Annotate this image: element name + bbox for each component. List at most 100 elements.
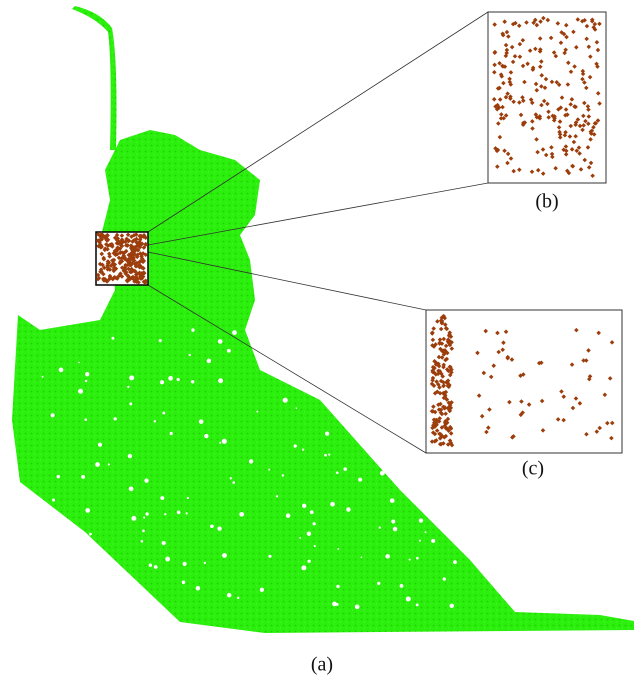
gap (377, 582, 380, 585)
gap (302, 504, 306, 508)
gap (78, 362, 80, 364)
gap (391, 520, 395, 524)
gap (390, 498, 395, 503)
gap (411, 450, 415, 454)
gap (418, 414, 421, 417)
gap (358, 478, 362, 482)
gap (336, 585, 339, 588)
gap (302, 449, 304, 451)
gap (286, 513, 290, 517)
tower (72, 6, 117, 150)
gap (307, 560, 310, 563)
gap (369, 406, 372, 409)
gap (441, 463, 443, 465)
gap (89, 533, 92, 536)
gap (160, 496, 164, 500)
gap (260, 588, 264, 592)
gap (217, 527, 221, 531)
gap (268, 469, 270, 471)
gap (186, 512, 188, 514)
gap (41, 558, 43, 560)
gap (168, 376, 173, 381)
gap (102, 558, 105, 561)
gap (57, 475, 60, 478)
gap (141, 540, 144, 543)
gap (237, 597, 239, 599)
label-a: (a) (311, 654, 333, 676)
gap (159, 339, 162, 342)
gap (406, 596, 411, 601)
gap (144, 479, 148, 483)
gap (431, 539, 435, 543)
gap (379, 526, 381, 528)
gap (131, 516, 136, 521)
gap (369, 391, 373, 395)
gap (443, 577, 446, 580)
gap (227, 349, 231, 353)
gap (170, 432, 173, 435)
gap (232, 481, 235, 484)
gap (222, 439, 227, 444)
gap (385, 554, 390, 559)
gap (364, 441, 367, 444)
gap (127, 386, 129, 388)
gap (361, 556, 363, 558)
gap (325, 431, 329, 435)
gap (165, 557, 170, 562)
gap (419, 518, 423, 522)
gap (400, 584, 404, 588)
label-c: (c) (522, 458, 544, 480)
gap (85, 380, 87, 382)
gap (301, 565, 306, 570)
gap (130, 596, 135, 601)
gap (219, 442, 221, 444)
gap (114, 417, 117, 420)
gap (227, 593, 232, 598)
gap (111, 337, 114, 340)
figure: (b) (c) (a) (0, 0, 634, 686)
gap (450, 604, 454, 608)
gap (409, 559, 411, 561)
gap (129, 375, 134, 380)
gap (282, 474, 284, 476)
gap (128, 454, 132, 458)
gap (51, 413, 55, 417)
gap (239, 512, 244, 517)
gap (355, 604, 360, 609)
gap (294, 444, 297, 447)
gap (154, 420, 156, 422)
gap (98, 443, 102, 447)
gap (453, 560, 457, 564)
gap (85, 372, 89, 376)
gap (336, 471, 339, 474)
gap (416, 604, 419, 607)
gap (55, 571, 57, 573)
gap (81, 475, 85, 479)
gap (283, 398, 288, 403)
gap (416, 557, 419, 560)
gap (393, 527, 398, 532)
gap (43, 502, 47, 506)
gap (78, 389, 83, 394)
gap (343, 467, 347, 471)
gap (210, 524, 214, 528)
gap (164, 513, 166, 515)
gap (84, 418, 87, 421)
label-b: (b) (535, 191, 558, 213)
gap (324, 454, 327, 457)
gap (330, 502, 335, 507)
gap (307, 531, 311, 535)
gap (154, 565, 158, 569)
gap (232, 330, 237, 335)
gap (162, 412, 165, 415)
gap (85, 508, 90, 513)
gap (52, 498, 55, 501)
gap (143, 516, 145, 518)
gap (299, 537, 301, 539)
gap (204, 562, 206, 564)
gap (187, 497, 189, 499)
gap (47, 547, 51, 551)
gap (337, 548, 339, 550)
gap (79, 591, 83, 595)
gap (421, 404, 425, 408)
